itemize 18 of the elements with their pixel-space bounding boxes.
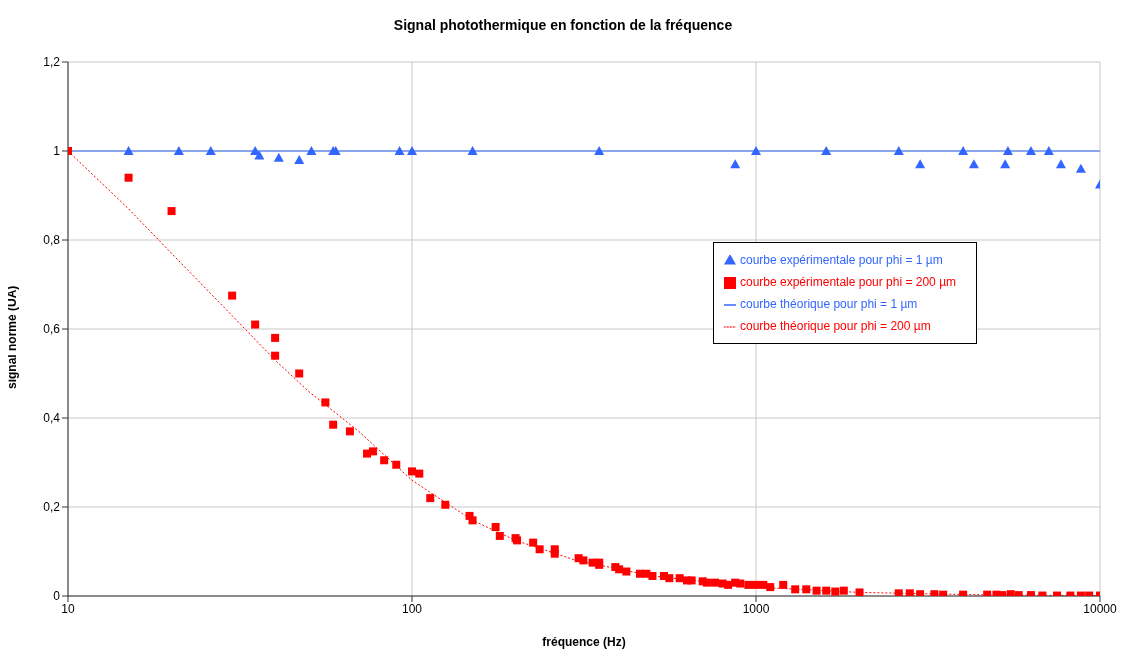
legend-label: courbe expérimentale pour phi = 1 µm — [740, 253, 943, 267]
y-tick-label: 0,2 — [43, 500, 61, 515]
y-tick-label: 0,6 — [43, 322, 61, 337]
y-tick-label: 0,4 — [43, 411, 61, 426]
legend-label: courbe expérimentale pour phi = 200 µm — [740, 275, 957, 289]
legend-label: courbe théorique pour phi = 1 µm — [740, 297, 918, 311]
x-tick-label: 100 — [401, 601, 423, 616]
chart-title: Signal photothermique en fonction de la fréquence — [392, 16, 734, 35]
x-tick-label: 10000 — [1083, 601, 1118, 616]
y-tick-label: 1,2 — [43, 55, 61, 70]
x-tick-label: 10 — [61, 601, 75, 616]
x-tick-label: 1000 — [742, 601, 770, 616]
y-tick-label: 1 — [53, 144, 61, 159]
y-tick-label: 0,8 — [43, 233, 61, 248]
y-tick-label: 0 — [53, 589, 61, 604]
legend-label: courbe théorique pour phi = 200 µm — [740, 319, 931, 333]
x-axis-title: fréquence (Hz) — [542, 635, 626, 649]
y-axis-title: signal normé (UA) — [5, 285, 20, 389]
